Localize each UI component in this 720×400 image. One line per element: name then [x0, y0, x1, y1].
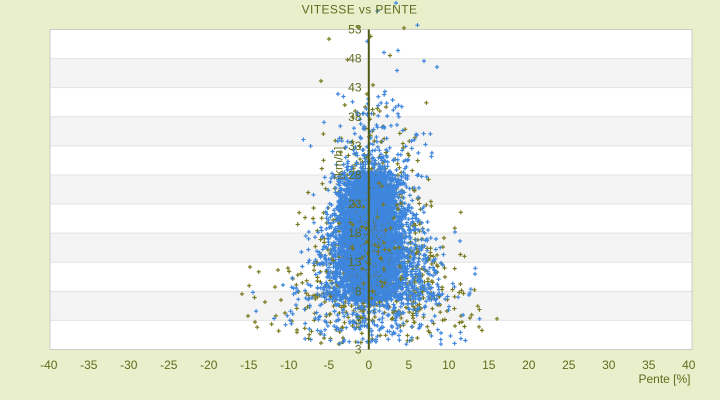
svg-text:-10: -10 — [280, 358, 298, 372]
svg-text:8: 8 — [355, 284, 362, 298]
svg-text:VITESSE vs PENTE: VITESSE vs PENTE — [302, 3, 418, 17]
svg-text:43: 43 — [348, 81, 362, 95]
svg-text:23: 23 — [348, 197, 362, 211]
svg-text:[km/h]: [km/h] — [332, 147, 346, 180]
svg-text:40: 40 — [682, 358, 696, 372]
svg-text:-35: -35 — [80, 358, 98, 372]
svg-text:5: 5 — [405, 358, 412, 372]
svg-text:33: 33 — [348, 139, 362, 153]
svg-text:15: 15 — [482, 358, 496, 372]
svg-text:-25: -25 — [160, 358, 178, 372]
svg-text:-40: -40 — [40, 358, 58, 372]
svg-text:18: 18 — [348, 226, 362, 240]
svg-text:35: 35 — [642, 358, 656, 372]
svg-text:20: 20 — [522, 358, 536, 372]
svg-text:38: 38 — [348, 110, 362, 124]
svg-text:53: 53 — [348, 23, 362, 37]
svg-text:10: 10 — [442, 358, 456, 372]
svg-text:25: 25 — [562, 358, 576, 372]
svg-text:0: 0 — [365, 358, 372, 372]
svg-text:3: 3 — [355, 313, 362, 327]
svg-text:Pente [%]: Pente [%] — [638, 372, 690, 386]
svg-text:48: 48 — [348, 52, 362, 66]
svg-text:30: 30 — [602, 358, 616, 372]
svg-text:28: 28 — [348, 168, 362, 182]
svg-text:-30: -30 — [120, 358, 138, 372]
svg-text:-15: -15 — [240, 358, 258, 372]
svg-text:-20: -20 — [200, 358, 218, 372]
svg-text:13: 13 — [348, 255, 362, 269]
svg-text:-5: -5 — [323, 358, 334, 372]
svg-text:3: 3 — [355, 343, 362, 357]
